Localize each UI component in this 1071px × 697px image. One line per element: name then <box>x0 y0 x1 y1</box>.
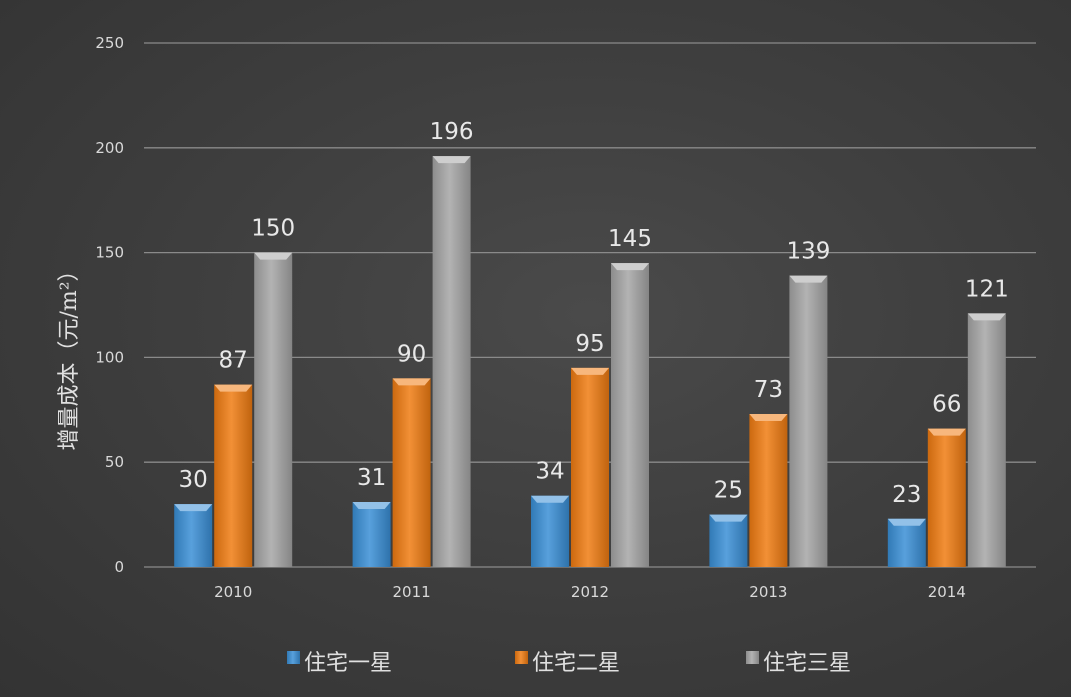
bar-2013-series-1 <box>709 514 748 567</box>
y-tick-label: 150 <box>95 244 124 262</box>
data-label-2012-series-1: 34 <box>535 459 564 485</box>
legend-label: 住宅一星 <box>304 651 392 676</box>
bar-cap-2013-series-3 <box>789 275 828 283</box>
bar-cap-2010-series-2 <box>214 384 253 392</box>
y-tick-label: 100 <box>95 348 124 366</box>
bar-2012-series-3 <box>611 263 649 567</box>
bar-2010-series-1 <box>174 504 213 567</box>
bar-cap-2012-series-3 <box>611 263 649 271</box>
bar-cap-2010-series-3 <box>254 252 293 260</box>
x-tick-label-2010: 2010 <box>214 583 252 601</box>
bar-2013-series-2 <box>749 413 788 567</box>
data-label-2014-series-2: 66 <box>932 392 961 418</box>
bar-2012-series-1 <box>531 495 569 567</box>
y-tick-label: 250 <box>95 34 124 52</box>
bar-2014-series-1 <box>887 518 926 567</box>
data-label-2011-series-3: 196 <box>430 119 474 145</box>
bar-2011-series-1 <box>352 502 391 567</box>
bar-cap-2011-series-3 <box>432 156 471 164</box>
x-tick-label-2013: 2013 <box>749 583 787 601</box>
bar-cap-2010-series-1 <box>174 504 213 512</box>
legend-label: 住宅二星 <box>532 651 620 676</box>
data-label-2010-series-3: 150 <box>251 216 295 242</box>
bar-2014-series-2 <box>927 428 966 567</box>
data-label-2011-series-1: 31 <box>357 465 386 491</box>
bars <box>174 156 1006 567</box>
data-label-2014-series-1: 23 <box>892 482 921 508</box>
bar-cap-2011-series-1 <box>352 502 391 510</box>
x-tick-label-2014: 2014 <box>928 583 966 601</box>
data-label-2014-series-3: 121 <box>965 276 1009 302</box>
data-label-2012-series-2: 95 <box>575 331 604 357</box>
data-label-2010-series-2: 87 <box>219 348 248 374</box>
data-label-2010-series-1: 30 <box>179 467 208 493</box>
bar-cap-2011-series-2 <box>392 378 431 386</box>
x-tick-label-2012: 2012 <box>571 583 609 601</box>
y-tick-label: 50 <box>105 453 124 471</box>
bar-2010-series-2 <box>214 384 253 567</box>
bar-2010-series-3 <box>254 252 293 567</box>
x-tick-label-2011: 2011 <box>393 583 431 601</box>
y-tick-label: 200 <box>95 139 124 157</box>
gridlines <box>144 42 1036 568</box>
bar-cap-2012-series-1 <box>531 495 569 503</box>
bar-2011-series-2 <box>392 378 431 567</box>
bar-cap-2013-series-1 <box>709 514 748 522</box>
bar-2012-series-2 <box>571 367 609 567</box>
bar-cap-2014-series-1 <box>887 518 926 526</box>
data-label-2013-series-1: 25 <box>714 478 743 504</box>
x-axis-ticks: 2010 2011 2012 2013 2014 <box>214 583 966 601</box>
legend-item-2: 住宅二星 <box>515 651 620 676</box>
bar-cap-2012-series-2 <box>571 367 609 375</box>
y-tick-label: 0 <box>114 558 124 576</box>
bar-cap-2013-series-2 <box>749 413 788 421</box>
legend-label: 住宅三星 <box>763 651 851 676</box>
bar-2014-series-3 <box>967 313 1006 567</box>
data-label-2011-series-2: 90 <box>397 341 426 367</box>
y-axis-ticks: 0 50 100 150 200 250 <box>95 34 124 576</box>
legend-swatch <box>287 651 300 664</box>
bar-cap-2014-series-2 <box>927 428 966 436</box>
legend-swatch <box>746 651 759 664</box>
legend-item-3: 住宅三星 <box>746 651 851 676</box>
data-label-2013-series-3: 139 <box>786 239 830 265</box>
bar-2013-series-3 <box>789 275 828 567</box>
bar-2011-series-3 <box>432 156 471 567</box>
legend-item-1: 住宅一星 <box>287 651 392 676</box>
data-label-2013-series-2: 73 <box>754 377 783 403</box>
data-label-2012-series-3: 145 <box>608 226 652 252</box>
bar-cap-2014-series-3 <box>967 313 1006 321</box>
legend-swatch <box>515 651 528 664</box>
data-labels: 30 87 150 31 90 196 34 95 145 25 73 139 23 66 121 <box>179 119 1009 508</box>
y-axis-title: 增量成本（元/m²） <box>57 259 82 450</box>
legend: 住宅一星 住宅二星 住宅三星 <box>287 651 851 676</box>
